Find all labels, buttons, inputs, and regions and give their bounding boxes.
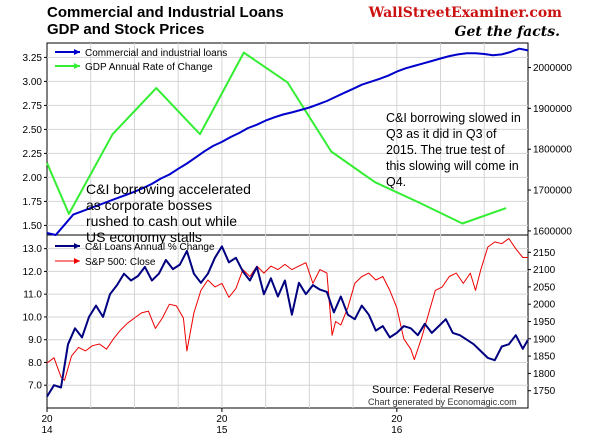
annotation-right-line2: Q3 as it did in Q3 of <box>386 127 497 141</box>
legend-label-sp500: S&P 500: Close <box>85 257 156 268</box>
bottom-panel-grid <box>44 235 531 408</box>
bottom-left-tick-label: 13.0 <box>23 244 43 255</box>
bottom-right-tick-label: 1950 <box>533 317 556 328</box>
bottom-right-tick-label: 1800 <box>533 369 556 380</box>
legend-label-ci-loans: Commercial and industrial loans <box>85 48 227 59</box>
legend-label-gdp: GDP Annual Rate of Change <box>85 62 213 73</box>
bottom-legend: C&I Loans Annual % Change S&P 500: Close <box>55 242 215 268</box>
series-line-gdp <box>46 51 507 225</box>
top-panel-series <box>46 47 529 236</box>
top-left-tick-label: 3.25 <box>23 53 43 64</box>
x-tick-label-top: 20 <box>216 414 228 425</box>
top-legend: Commercial and industrial loans GDP Annu… <box>55 48 227 73</box>
bottom-right-tick-label: 1750 <box>533 386 556 397</box>
bottom-panel-series <box>46 238 529 398</box>
brand-tagline: Get the facts. <box>455 24 560 40</box>
brand-name: WallStreetExaminer.com <box>368 5 563 21</box>
bottom-right-tick-label: 1850 <box>533 352 556 363</box>
top-left-tick-label: 3.00 <box>23 77 43 88</box>
bottom-left-tick-label: 7.0 <box>28 381 42 392</box>
bottom-right-tick-label: 1900 <box>533 334 556 345</box>
legend-label-ci-change: C&I Loans Annual % Change <box>85 242 215 253</box>
legend-arrow-sp500 <box>74 258 80 264</box>
top-left-tick-label: 1.50 <box>23 221 43 232</box>
bottom-left-tick-label: 8.0 <box>28 358 42 369</box>
x-tick-label-bottom: 15 <box>216 425 228 436</box>
generated-note: Chart generated by Economagic.com <box>368 397 517 407</box>
bottom-left-tick-label: 12.0 <box>23 267 43 278</box>
annotation-left-line4: US economy stalls <box>86 229 202 245</box>
series-line-ci-loans <box>46 47 529 236</box>
x-tick-label-bottom: 16 <box>391 425 403 436</box>
legend-arrow-gdp <box>74 63 80 69</box>
legend-arrow-ci-loans <box>74 49 80 55</box>
source-note: Source: Federal Reserve <box>372 384 494 396</box>
annotation-left-line3: rushed to cash out while <box>86 213 237 229</box>
top-left-tick-label: 1.75 <box>23 197 43 208</box>
top-left-tick-label: 2.00 <box>23 173 43 184</box>
top-left-tick-label: 2.75 <box>23 101 43 112</box>
legend-arrow-ci-change <box>74 243 80 249</box>
top-right-tick-label: 1600000 <box>533 226 572 237</box>
bottom-right-tick-label: 2050 <box>533 282 556 293</box>
bottom-right-tick-label: 2150 <box>533 248 556 259</box>
top-panel-grid <box>44 43 531 235</box>
bottom-left-tick-label: 11.0 <box>23 290 42 301</box>
annotation-right-line5: Q4. <box>386 175 406 189</box>
annotation-right-line3: 2015. The true test of <box>386 143 505 157</box>
annotation-left-line1: C&I borrowing accelerated <box>86 181 251 197</box>
bottom-panel-tick-labels: 7.0 8.0 9.0 10.0 11.0 12.0 13.0 1750 1800 1850 190… <box>23 244 556 397</box>
series-line-ci-change <box>46 245 529 398</box>
top-right-tick-label: 1800000 <box>533 145 572 156</box>
top-right-tick-label: 1700000 <box>533 186 572 197</box>
bottom-right-tick-label: 2100 <box>533 265 556 276</box>
top-left-tick-label: 2.50 <box>23 125 43 136</box>
bottom-left-tick-label: 10.0 <box>23 312 43 323</box>
annotation-right-line4: this slowing will come in <box>386 159 519 173</box>
bottom-right-tick-label: 2000 <box>533 300 556 311</box>
annotation-left: C&I borrowing accelerated as corporate b… <box>86 181 251 245</box>
annotation-right: C&I borrowing slowed in Q3 as it did in … <box>386 111 521 189</box>
top-left-tick-label: 2.25 <box>23 149 43 160</box>
top-right-tick-label: 1900000 <box>533 104 572 115</box>
top-panel-tick-labels: 1.50 1.75 2.00 2.25 2.50 2.75 3.00 3.25 1600000 1… <box>23 53 573 238</box>
chart-title-line2: GDP and Stock Prices <box>47 21 204 38</box>
top-right-tick-label: 2000000 <box>533 63 572 74</box>
bottom-left-tick-label: 9.0 <box>28 335 42 346</box>
annotation-left-line2: as corporate bosses <box>86 197 212 213</box>
x-tick-label-top: 20 <box>41 414 53 425</box>
chart-title-line1: Commercial and Industrial Loans <box>47 4 284 21</box>
annotation-right-line1: C&I borrowing slowed in <box>386 111 521 125</box>
x-tick-label-bottom: 14 <box>41 425 53 436</box>
series-line-sp500 <box>46 238 528 381</box>
x-tick-label-top: 20 <box>391 414 403 425</box>
top-panel-frame <box>46 42 529 236</box>
